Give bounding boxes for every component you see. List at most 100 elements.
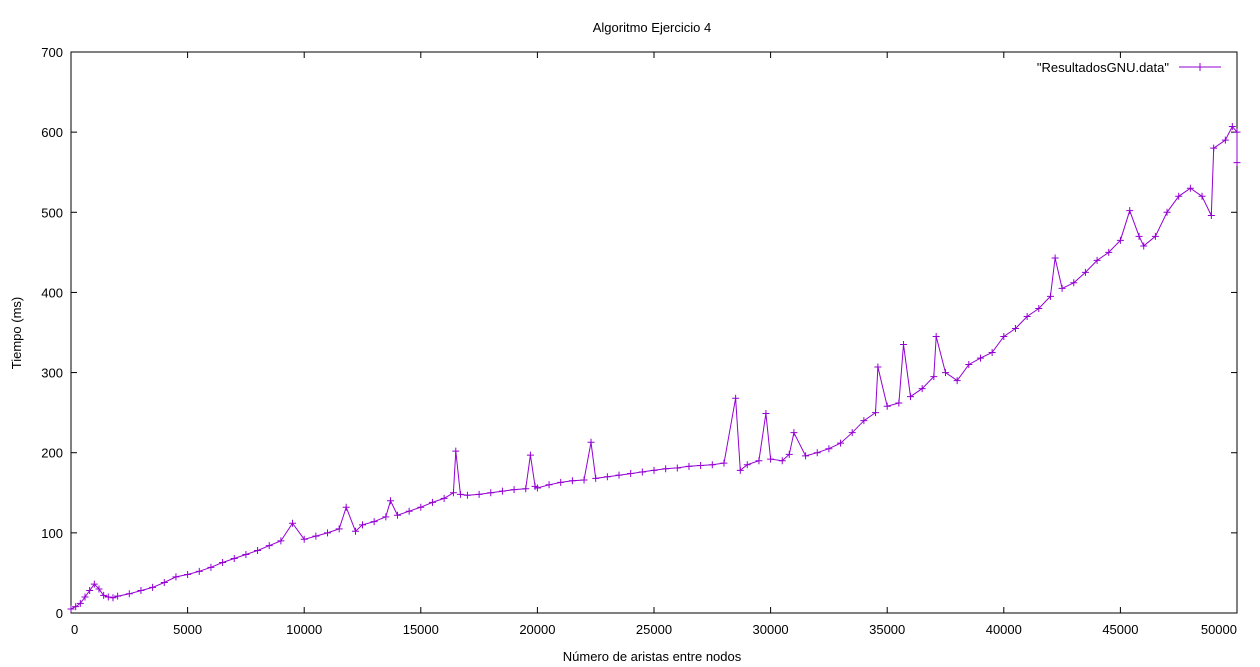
- data-point: [900, 341, 908, 349]
- data-point: [522, 485, 530, 493]
- data-point: [1126, 207, 1134, 215]
- data-point: [300, 535, 308, 543]
- data-point: [510, 486, 518, 494]
- data-point: [254, 546, 262, 554]
- data-point: [755, 457, 763, 465]
- data-point: [627, 470, 635, 478]
- data-point: [736, 466, 744, 474]
- data-point: [708, 461, 716, 469]
- data-point: [1051, 254, 1059, 262]
- data-point: [1105, 248, 1113, 256]
- data-point: [1140, 242, 1148, 250]
- x-tick-label: 30000: [753, 622, 789, 637]
- data-point: [195, 567, 203, 575]
- data-point: [100, 591, 108, 599]
- data-point: [386, 497, 394, 505]
- data-point: [767, 455, 775, 463]
- data-point: [720, 459, 728, 467]
- data-point: [1070, 279, 1078, 287]
- data-point: [137, 587, 145, 595]
- data-point: [90, 580, 98, 588]
- data-point: [557, 478, 565, 486]
- x-tick-label: 5000: [173, 622, 202, 637]
- data-point: [125, 590, 133, 598]
- data-point: [160, 579, 168, 587]
- series-group: [67, 123, 1241, 613]
- data-point: [860, 417, 868, 425]
- data-point: [1228, 123, 1236, 131]
- y-tick-label: 100: [41, 526, 63, 541]
- data-point: [76, 599, 84, 607]
- x-tick-label: 45000: [1102, 622, 1138, 637]
- data-point: [837, 439, 845, 447]
- data-point: [172, 573, 180, 581]
- data-point: [762, 409, 770, 417]
- data-point: [883, 402, 891, 410]
- data-point: [932, 333, 940, 341]
- y-axis-label: Tiempo (ms): [9, 297, 24, 369]
- legend-swatch-marker: [1196, 63, 1204, 71]
- y-tick-label: 400: [41, 285, 63, 300]
- data-point: [697, 462, 705, 470]
- data-point: [95, 585, 103, 593]
- series-line: [70, 125, 1238, 610]
- data-point: [907, 393, 915, 401]
- data-point: [67, 605, 75, 613]
- data-point: [405, 507, 413, 515]
- data-point: [1151, 232, 1159, 240]
- x-tick-label: 15000: [403, 622, 439, 637]
- data-point: [526, 451, 534, 459]
- x-tick-label: 25000: [636, 622, 672, 637]
- data-point: [463, 491, 471, 499]
- data-point: [988, 349, 996, 357]
- data-point: [615, 471, 623, 479]
- data-point: [942, 369, 949, 377]
- data-point: [976, 354, 984, 362]
- data-point: [382, 513, 390, 521]
- data-point: [685, 462, 693, 470]
- data-point: [825, 445, 833, 453]
- data-point: [545, 481, 553, 489]
- data-point: [498, 487, 506, 495]
- data-point: [953, 377, 961, 385]
- data-point: [184, 571, 192, 579]
- x-axis-label: Número de aristas entre nodos: [563, 649, 742, 664]
- data-point: [673, 464, 681, 472]
- data-point: [790, 429, 798, 437]
- data-point: [587, 438, 595, 446]
- data-point: [440, 494, 448, 502]
- data-point: [965, 361, 973, 369]
- data-point: [335, 525, 343, 533]
- data-point: [277, 537, 285, 545]
- data-point: [662, 465, 670, 473]
- x-tick-label: 0: [71, 622, 78, 637]
- data-point: [743, 461, 751, 469]
- data-point: [638, 468, 646, 476]
- y-axis-ticks: 0 100 200 300 400 500 600 700: [41, 45, 1237, 621]
- data-point: [732, 394, 740, 402]
- data-point: [1163, 208, 1171, 216]
- x-tick-label: 20000: [519, 622, 555, 637]
- data-point: [1116, 236, 1124, 244]
- data-point: [592, 474, 600, 482]
- chart-title: Algoritmo Ejercicio 4: [593, 20, 712, 35]
- data-point: [930, 373, 938, 381]
- data-point: [1186, 184, 1194, 192]
- y-tick-label: 600: [41, 125, 63, 140]
- y-tick-label: 500: [41, 205, 63, 220]
- data-point: [533, 484, 541, 492]
- data-point: [417, 503, 425, 511]
- plot-area-border: [70, 51, 1238, 614]
- data-point: [86, 587, 94, 595]
- data-point: [265, 542, 273, 550]
- x-tick-label: 50000: [1201, 622, 1237, 637]
- data-point: [370, 518, 378, 526]
- data-point: [568, 477, 576, 485]
- data-point: [1233, 159, 1241, 167]
- data-point: [312, 532, 320, 540]
- data-point: [72, 603, 80, 611]
- data-point: [324, 529, 332, 537]
- data-point: [219, 559, 227, 567]
- data-point: [848, 429, 856, 437]
